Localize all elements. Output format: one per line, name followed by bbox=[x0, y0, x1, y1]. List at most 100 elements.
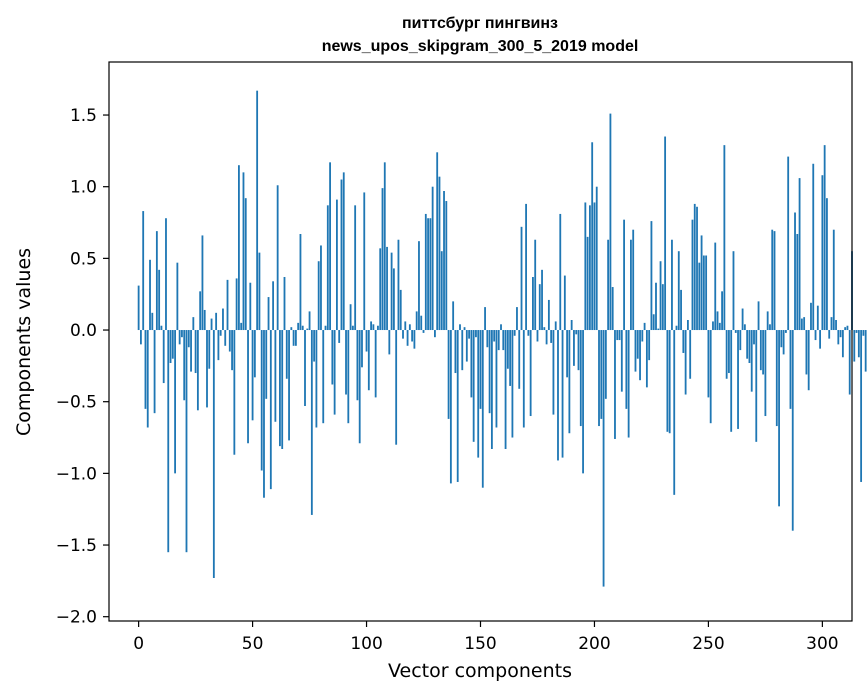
bar-136 bbox=[447, 330, 450, 419]
bar-235 bbox=[673, 330, 676, 495]
bar-157 bbox=[495, 330, 498, 428]
bar-223 bbox=[645, 330, 648, 388]
bar-146 bbox=[470, 330, 473, 398]
bar-101 bbox=[367, 330, 370, 391]
bar-244 bbox=[693, 203, 696, 331]
bar-290 bbox=[798, 178, 801, 331]
bar-162 bbox=[506, 330, 509, 369]
bar-56 bbox=[265, 330, 268, 399]
bar-264 bbox=[739, 330, 742, 351]
bar-243 bbox=[691, 219, 694, 331]
bar-166 bbox=[516, 307, 518, 331]
bar-315 bbox=[855, 330, 858, 333]
bar-58 bbox=[269, 330, 272, 490]
bar-240 bbox=[684, 330, 687, 395]
bar-6 bbox=[151, 312, 154, 331]
bar-52 bbox=[256, 90, 259, 331]
bar-317 bbox=[860, 330, 863, 482]
bar-69 bbox=[294, 330, 297, 346]
bar-271 bbox=[755, 330, 758, 442]
bar-46 bbox=[242, 172, 245, 331]
bar-177 bbox=[541, 269, 543, 331]
bar-310 bbox=[844, 327, 847, 331]
bar-192 bbox=[575, 330, 578, 335]
bar-7 bbox=[153, 330, 156, 414]
bar-273 bbox=[759, 330, 762, 371]
bar-293 bbox=[805, 330, 808, 375]
bar-27 bbox=[199, 291, 202, 331]
bar-11 bbox=[162, 330, 165, 384]
bar-200 bbox=[593, 202, 596, 331]
bar-0 bbox=[137, 285, 140, 331]
bar-31 bbox=[208, 330, 211, 369]
bar-149 bbox=[477, 330, 480, 458]
bar-186 bbox=[561, 330, 564, 458]
bar-213 bbox=[623, 219, 625, 331]
bar-161 bbox=[504, 330, 507, 449]
bar-39 bbox=[226, 279, 229, 331]
y-axis-ticks: −2.0 −1.5 −1.0 −0.5 0.0 0.5 1.0 1.5 bbox=[56, 106, 109, 628]
bar-279 bbox=[773, 231, 776, 331]
bar-195 bbox=[582, 330, 584, 474]
bar-16 bbox=[174, 330, 176, 474]
bar-171 bbox=[527, 330, 530, 336]
chart-subtitle: news_upos_skipgram_300_5_2019 model bbox=[322, 38, 639, 55]
bar-301 bbox=[823, 145, 826, 331]
bar-168 bbox=[520, 226, 523, 331]
bar-230 bbox=[661, 284, 664, 331]
bar-35 bbox=[217, 330, 220, 361]
bar-154 bbox=[488, 330, 491, 414]
bar-123 bbox=[418, 241, 420, 331]
bar-277 bbox=[769, 324, 771, 331]
bar-series bbox=[137, 90, 867, 587]
bar-225 bbox=[650, 221, 653, 331]
y-tick-label-6: 1.0 bbox=[70, 178, 97, 198]
y-axis-label: Components values bbox=[13, 248, 35, 436]
bar-105 bbox=[377, 325, 379, 331]
bar-91 bbox=[345, 330, 347, 395]
bar-68 bbox=[292, 330, 295, 346]
bar-124 bbox=[420, 315, 423, 331]
bar-30 bbox=[206, 330, 208, 408]
bar-262 bbox=[734, 330, 737, 333]
bar-311 bbox=[846, 325, 849, 331]
bar-174 bbox=[534, 239, 537, 331]
y-tick-label-1: −1.5 bbox=[56, 536, 97, 556]
bar-245 bbox=[696, 206, 698, 331]
bar-265 bbox=[741, 308, 744, 331]
bar-50 bbox=[251, 330, 254, 421]
bar-2 bbox=[142, 211, 145, 331]
bar-128 bbox=[429, 218, 432, 331]
bar-257 bbox=[723, 145, 726, 331]
bar-28 bbox=[201, 235, 204, 331]
bar-18 bbox=[178, 330, 181, 345]
bar-316 bbox=[857, 330, 860, 358]
bar-122 bbox=[415, 311, 418, 331]
bar-139 bbox=[454, 330, 457, 374]
bar-284 bbox=[784, 330, 787, 333]
bar-306 bbox=[835, 320, 837, 331]
bar-276 bbox=[766, 311, 769, 331]
x-tick-label-5: 250 bbox=[692, 634, 724, 654]
bar-148 bbox=[475, 330, 477, 338]
bar-41 bbox=[231, 330, 233, 371]
bar-26 bbox=[196, 330, 199, 411]
bar-120 bbox=[411, 330, 414, 342]
bar-188 bbox=[566, 330, 569, 378]
bar-298 bbox=[816, 305, 819, 331]
bar-263 bbox=[737, 330, 739, 429]
bar-53 bbox=[258, 252, 261, 331]
bar-233 bbox=[668, 330, 671, 434]
bar-217 bbox=[632, 229, 635, 331]
bar-237 bbox=[677, 251, 680, 331]
bar-5 bbox=[149, 259, 151, 331]
bar-47 bbox=[244, 198, 247, 331]
bar-176 bbox=[538, 284, 541, 331]
bar-229 bbox=[659, 261, 662, 331]
bar-106 bbox=[379, 248, 382, 331]
bar-156 bbox=[493, 330, 496, 342]
bar-121 bbox=[413, 330, 416, 349]
bar-179 bbox=[545, 330, 548, 345]
bar-173 bbox=[532, 277, 534, 331]
